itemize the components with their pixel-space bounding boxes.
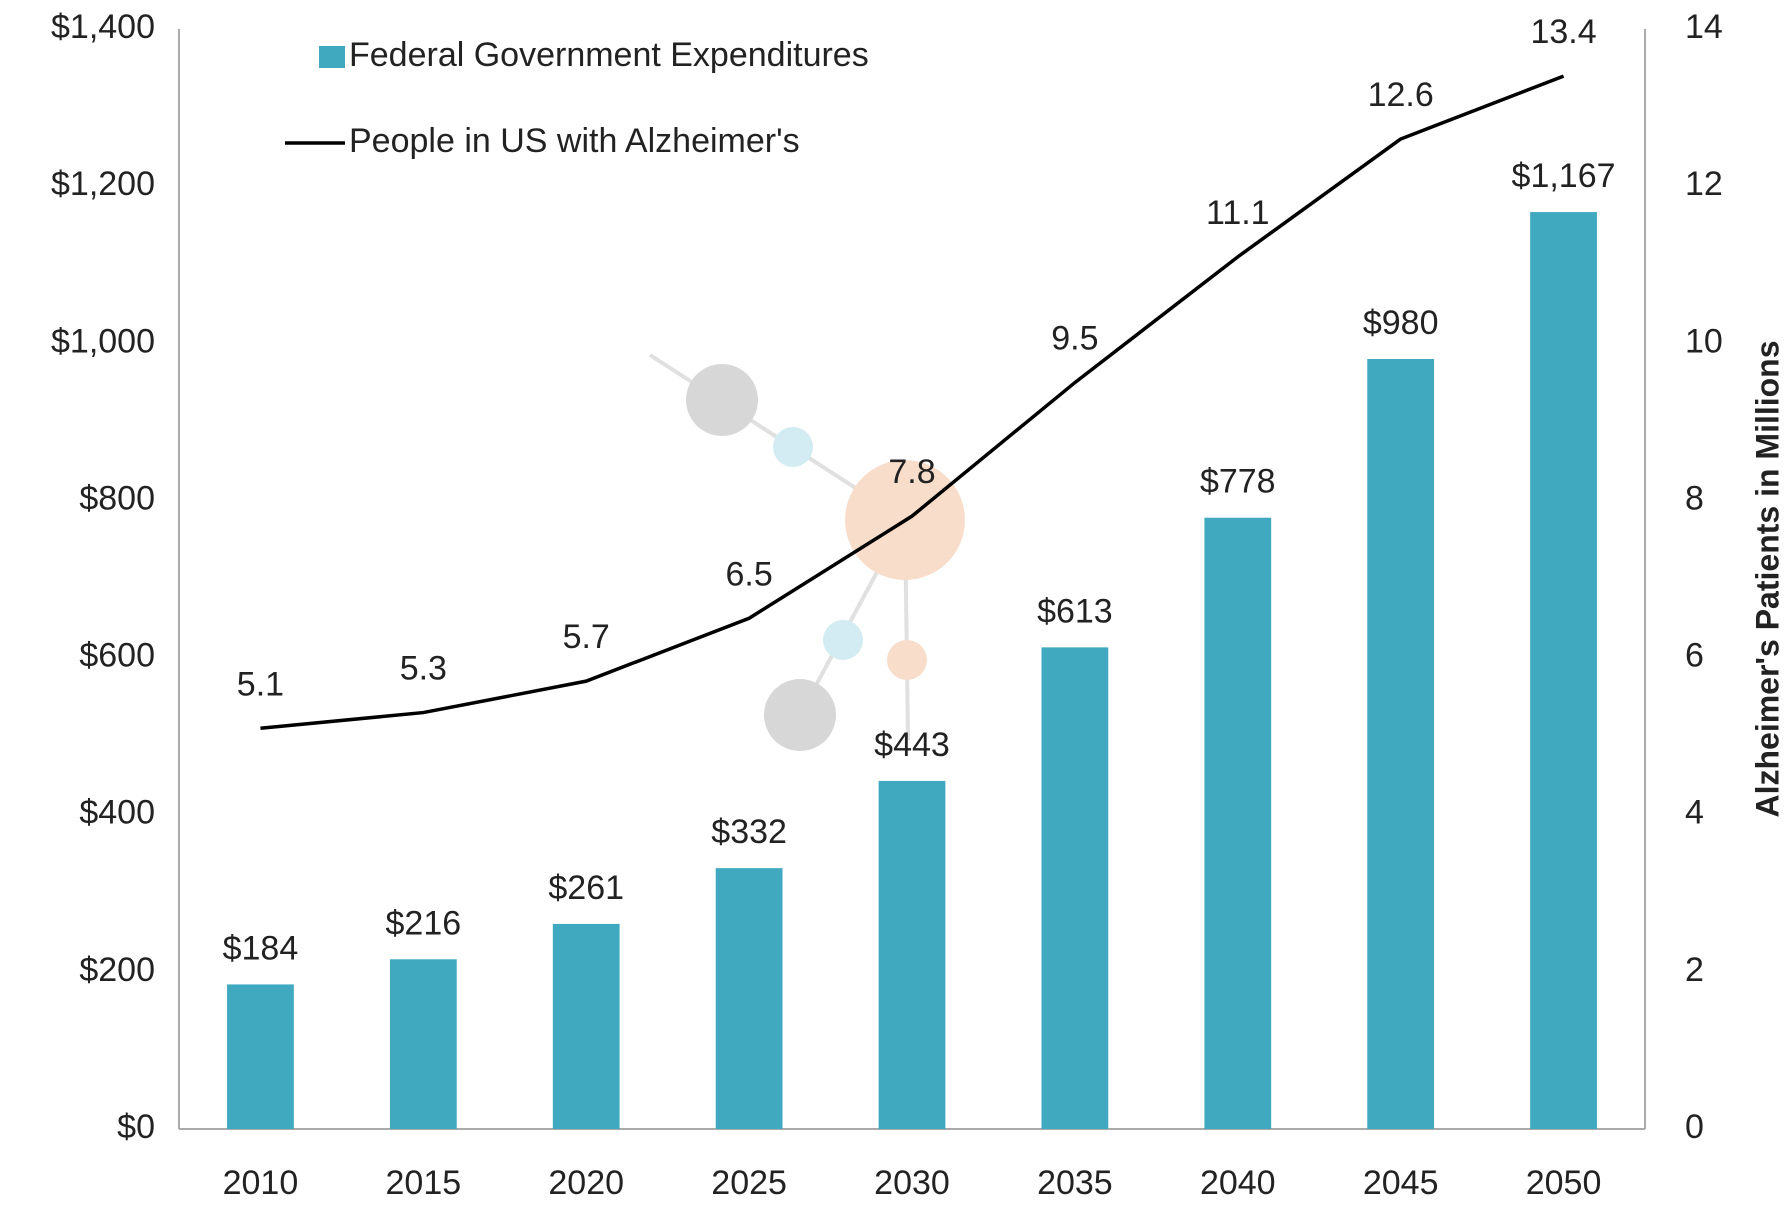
y2-tick-label: 8 (1685, 479, 1704, 517)
bar (552, 923, 620, 1129)
x-tick-label: 2050 (1526, 1164, 1602, 1202)
bar-value-label: $613 (1037, 592, 1113, 630)
bar-value-label: $261 (548, 869, 624, 907)
y2-tick-label: 4 (1685, 794, 1704, 832)
line-value-label: 7.8 (888, 453, 935, 491)
x-tick-label: 2040 (1200, 1164, 1276, 1202)
bar (878, 780, 946, 1129)
x-tick-label: 2020 (548, 1164, 624, 1202)
bar (389, 959, 457, 1129)
line-value-label: 5.1 (237, 665, 284, 703)
line (260, 74, 1565, 731)
bar-value-label: $216 (386, 904, 462, 942)
bar-value-label: $1,167 (1512, 157, 1616, 195)
labels: $0 $200 $400 $600 $800 $1,000 $1,200 $1,400 0 2 4 6… (51, 8, 1785, 1202)
y2-axis-title: Alzheimer's Patients in Millions (1749, 340, 1785, 817)
y-tick-label: $200 (79, 951, 155, 989)
y2-tick-label: 2 (1685, 951, 1704, 989)
bar-value-label: $443 (874, 726, 950, 764)
y2-tick-label: 10 (1685, 322, 1723, 360)
y2-tick-label: 6 (1685, 637, 1704, 675)
y2-tick-label: 0 (1685, 1108, 1704, 1146)
y-tick-label: $400 (79, 794, 155, 832)
y2-tick-label: 14 (1685, 8, 1723, 46)
bar-value-label: $778 (1200, 463, 1276, 501)
line-value-label: 5.3 (400, 650, 447, 688)
line-value-label: 11.1 (1206, 194, 1270, 232)
y-tick-label: $600 (79, 637, 155, 675)
bar (227, 984, 294, 1129)
x-tick-label: 2015 (386, 1164, 462, 1202)
legend-label: People in US with Alzheimer's (349, 122, 800, 160)
y-tick-label: $0 (117, 1108, 155, 1146)
y-tick-label: $1,400 (51, 8, 155, 46)
bar-value-label: $980 (1363, 304, 1439, 342)
bar-value-label: $332 (711, 813, 787, 851)
legend-label: Federal Government Expenditures (349, 36, 869, 74)
bar (1041, 647, 1109, 1129)
x-tick-label: 2010 (223, 1164, 299, 1202)
x-tick-label: 2025 (711, 1164, 787, 1202)
y-tick-label: $1,200 (51, 165, 155, 203)
legend-swatch (319, 46, 345, 68)
bar (1367, 359, 1435, 1129)
decoration (648, 353, 965, 751)
y-tick-label: $800 (79, 479, 155, 517)
line-value-label: 13.4 (1530, 13, 1596, 51)
line-value-label: 9.5 (1051, 320, 1098, 358)
bar (715, 868, 783, 1129)
line-value-label: 12.6 (1368, 76, 1434, 114)
marks (227, 74, 1597, 1130)
x-tick-label: 2035 (1037, 1164, 1113, 1202)
y2-tick-label: 12 (1685, 165, 1723, 203)
bar (1530, 212, 1597, 1130)
x-tick-label: 2045 (1363, 1164, 1439, 1202)
line-value-label: 6.5 (725, 555, 772, 593)
line-value-label: 5.7 (563, 618, 610, 656)
bar (1204, 517, 1272, 1129)
bar-value-label: $184 (223, 929, 299, 967)
x-tick-label: 2030 (874, 1164, 950, 1202)
y-tick-label: $1,000 (51, 322, 155, 360)
